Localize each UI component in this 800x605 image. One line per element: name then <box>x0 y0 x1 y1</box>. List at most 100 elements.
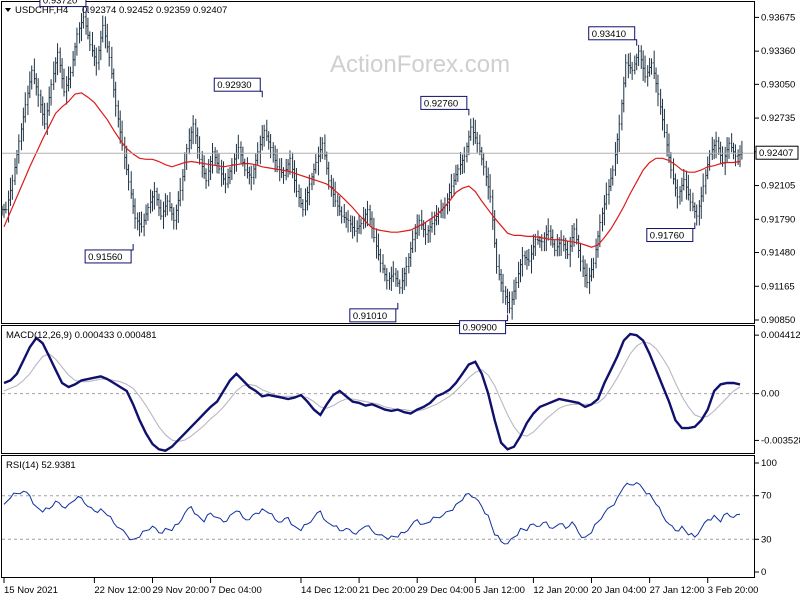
price-bar <box>136 212 139 231</box>
price-bar <box>424 221 427 245</box>
macd-y-tick-label: -0.003528 <box>761 435 800 446</box>
price-bar <box>635 53 638 71</box>
price-bar <box>188 128 191 155</box>
price-bar <box>175 204 178 230</box>
price-bar <box>584 259 587 288</box>
price-bar <box>276 148 279 173</box>
price-bar <box>267 131 270 150</box>
price-bar <box>39 89 42 114</box>
x-tick-label: 20 Jan 04:00 <box>592 585 647 596</box>
price-bar <box>298 184 301 208</box>
price-bar <box>394 267 397 287</box>
x-tick-label: 29 Nov 20:00 <box>152 585 209 596</box>
price-bar <box>644 55 647 83</box>
price-bar <box>190 126 193 150</box>
rsi-layer: 100 70 30 0 <box>2 458 777 578</box>
price-bar <box>461 154 464 174</box>
price-bar <box>377 233 380 261</box>
annotation-leader <box>260 90 263 98</box>
price-bar <box>67 66 70 92</box>
price-bar <box>467 130 470 156</box>
annotation-leader <box>466 108 470 116</box>
x-tick-label: 5 Jan 12:00 <box>475 585 525 596</box>
price-bar <box>403 267 406 291</box>
price-bar <box>15 149 18 175</box>
moving-average-line <box>3 92 741 248</box>
price-bar <box>655 67 658 93</box>
price-bar <box>407 253 410 274</box>
price-bar <box>385 267 388 290</box>
price-bar <box>347 210 350 233</box>
dropdown-arrow-icon[interactable] <box>5 8 11 12</box>
annotation-box <box>349 308 397 323</box>
price-bar <box>489 174 492 203</box>
price-y-tick-label: 0.93360 <box>761 46 795 57</box>
price-bar <box>672 158 675 185</box>
price-bar <box>35 73 38 96</box>
price-bar <box>508 291 511 314</box>
price-bar <box>532 234 535 260</box>
price-bar <box>706 156 709 180</box>
price-bar <box>521 247 524 277</box>
price-y-tick-label: 0.91790 <box>761 214 795 225</box>
price-bar <box>691 192 694 212</box>
price-bar <box>727 137 730 159</box>
price-bar <box>702 173 705 203</box>
price-bar <box>676 179 679 209</box>
price-bar <box>134 198 137 229</box>
price-bar <box>227 168 230 189</box>
x-tick-label: 22 Nov 12:00 <box>94 585 151 596</box>
price-bar <box>383 264 386 282</box>
price-bar <box>379 248 382 273</box>
price-bar <box>287 158 290 178</box>
price-bar <box>504 285 507 305</box>
rsi-y-tick-label: 30 <box>761 534 772 545</box>
price-bar <box>50 79 53 106</box>
price-bar <box>646 65 649 87</box>
macd-title: MACD(12,26,9) 0.000433 0.000481 <box>6 330 157 341</box>
price-bar <box>24 92 27 123</box>
price-bar <box>291 152 294 179</box>
price-bar <box>179 177 182 207</box>
price-bar <box>353 216 356 237</box>
price-bar <box>465 142 468 163</box>
price-bar <box>618 114 621 152</box>
price-annotations: 0.93720 0.91560 0.92930 0.91010 0.92760 0.909… <box>39 0 696 335</box>
price-bars <box>1 4 743 320</box>
price-bar <box>392 261 395 283</box>
price-bar <box>269 133 272 159</box>
price-bar <box>293 160 296 193</box>
x-tick-label: 7 Dec 04:00 <box>211 585 262 596</box>
price-bar <box>127 164 130 191</box>
price-bar <box>41 96 44 126</box>
price-bar <box>69 66 72 89</box>
price-bar <box>517 261 520 289</box>
price-bar <box>401 267 404 294</box>
price-bar <box>551 229 554 248</box>
macd-layer: 0.004412 0.00 -0.003528 <box>2 330 800 452</box>
annotation-label: 0.91760 <box>650 231 684 242</box>
price-bar <box>205 168 208 189</box>
price-bar <box>527 248 530 266</box>
annotation-box <box>646 228 694 243</box>
price-bar <box>730 133 733 153</box>
price-bar <box>547 218 550 241</box>
price-bar <box>80 13 83 42</box>
price-bar <box>192 115 195 145</box>
price-bar <box>132 189 135 214</box>
price-bar <box>530 244 533 274</box>
price-bar <box>323 134 326 160</box>
price-bar <box>48 86 51 116</box>
price-bar <box>540 234 543 252</box>
price-bar <box>310 172 313 191</box>
price-bar <box>95 47 98 76</box>
price-bar <box>585 263 588 289</box>
x-tick-label: 29 Dec 04:00 <box>417 585 474 596</box>
price-bar <box>243 158 246 177</box>
price-bar <box>101 15 104 43</box>
price-bar <box>30 65 33 90</box>
price-bar <box>222 161 225 185</box>
price-bar <box>285 158 288 181</box>
price-bar <box>514 277 517 300</box>
